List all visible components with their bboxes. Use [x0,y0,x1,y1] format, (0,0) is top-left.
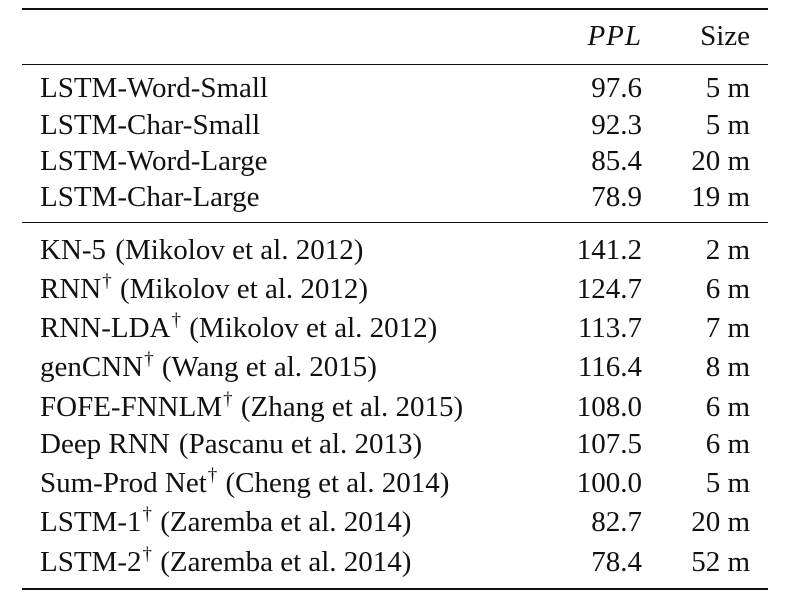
table-row: LSTM-Word-Small 97.6 5 m [0,70,800,106]
size-value: 19 m [691,181,750,213]
ppl-value: 108.0 [576,391,642,423]
header-ppl: PPL [587,20,642,52]
citation: (Zaremba et al. 2014) [153,506,412,538]
ppl-value: 78.4 [591,546,642,578]
model-name: LSTM-2† (Zaremba et al. 2014) [40,544,411,584]
size-value: 6 m [705,428,750,460]
table-row: Deep RNN (Pascanu et al. 2013) 107.5 6 m [0,426,800,462]
dagger-mark: † [142,544,153,565]
table-row: Sum-Prod Net† (Cheng et al. 2014) 100.0 … [0,465,800,501]
model-label: RNN-LDA [40,312,171,344]
model-label: KN-5 [40,234,107,266]
ppl-value: 82.7 [591,506,642,538]
top-rule [22,8,768,10]
model-name: genCNN† (Wang et al. 2015) [40,349,377,389]
model-name: LSTM-Word-Small [40,72,269,104]
dagger-mark: † [102,271,112,292]
citation: (Wang et al. 2015) [154,351,377,383]
model-label: Sum-Prod Net [40,467,207,499]
model-name: RNN† (Mikolov et al. 2012) [40,271,368,311]
size-value: 6 m [705,273,750,305]
model-name: KN-5 (Mikolov et al. 2012) [40,232,363,272]
size-value: 20 m [691,506,750,538]
citation: (Zaremba et al. 2014) [153,546,412,578]
citation: (Mikolov et al. 2012) [108,234,364,266]
ppl-value: 113.7 [577,312,642,344]
size-value: 2 m [705,234,750,266]
model-name: LSTM-1† (Zaremba et al. 2014) [40,504,411,544]
model-name: LSTM-Char-Large [40,181,260,213]
size-value: 8 m [705,351,750,383]
header-row: PPL Size [0,18,800,54]
citation: (Pascanu et al. 2013) [171,428,423,460]
model-label: genCNN [40,351,144,383]
size-value: 52 m [691,546,750,578]
ppl-value: 92.3 [591,109,642,141]
group-rule [22,222,768,223]
size-value: 5 m [705,72,750,104]
size-value: 5 m [705,109,750,141]
model-name: Sum-Prod Net† (Cheng et al. 2014) [40,465,449,505]
citation: (Cheng et al. 2014) [218,467,450,499]
model-label: LSTM-1 [40,506,142,538]
header-rule [22,64,768,65]
model-name: FOFE-FNNLM† (Zhang et al. 2015) [40,389,463,429]
ppl-value: 78.9 [591,181,642,213]
table-row: FOFE-FNNLM† (Zhang et al. 2015) 108.0 6 … [0,389,800,425]
dagger-mark: † [223,389,233,410]
size-value: 20 m [691,145,750,177]
ppl-value: 85.4 [591,145,642,177]
bottom-rule [22,588,768,590]
size-value: 7 m [705,312,750,344]
table-row: genCNN† (Wang et al. 2015) 116.4 8 m [0,349,800,385]
table-row: RNN-LDA† (Mikolov et al. 2012) 113.7 7 m [0,310,800,346]
header-size: Size [700,20,750,52]
table-row: LSTM-Char-Large 78.9 19 m [0,179,800,215]
size-value: 5 m [705,467,750,499]
table-row: LSTM-2† (Zaremba et al. 2014) 78.4 52 m [0,544,800,580]
dagger-mark: † [207,465,218,486]
model-label: RNN [40,273,102,305]
citation: (Mikolov et al. 2012) [112,273,369,305]
citation: (Mikolov et al. 2012) [182,312,438,344]
table-row: LSTM-Char-Small 92.3 5 m [0,107,800,143]
table-row: KN-5 (Mikolov et al. 2012) 141.2 2 m [0,232,800,268]
ppl-value: 97.6 [591,72,642,104]
ppl-value: 107.5 [576,428,642,460]
dagger-mark: † [142,504,153,525]
table-row: RNN† (Mikolov et al. 2012) 124.7 6 m [0,271,800,307]
dagger-mark: † [144,349,154,370]
ppl-value: 116.4 [577,351,642,383]
model-name: LSTM-Word-Large [40,145,268,177]
ppl-value: 141.2 [576,234,642,266]
size-value: 6 m [705,391,750,423]
table-row: LSTM-Word-Large 85.4 20 m [0,143,800,179]
model-name: Deep RNN (Pascanu et al. 2013) [40,426,422,466]
model-label: LSTM-2 [40,546,142,578]
model-label: FOFE-FNNLM [40,391,223,423]
ppl-value: 100.0 [576,467,642,499]
model-name: RNN-LDA† (Mikolov et al. 2012) [40,310,437,350]
table-row: LSTM-1† (Zaremba et al. 2014) 82.7 20 m [0,504,800,540]
citation: (Zhang et al. 2015) [233,391,464,423]
model-name: LSTM-Char-Small [40,109,261,141]
model-label: Deep RNN [40,428,170,460]
dagger-mark: † [171,310,182,331]
ppl-value: 124.7 [576,273,642,305]
